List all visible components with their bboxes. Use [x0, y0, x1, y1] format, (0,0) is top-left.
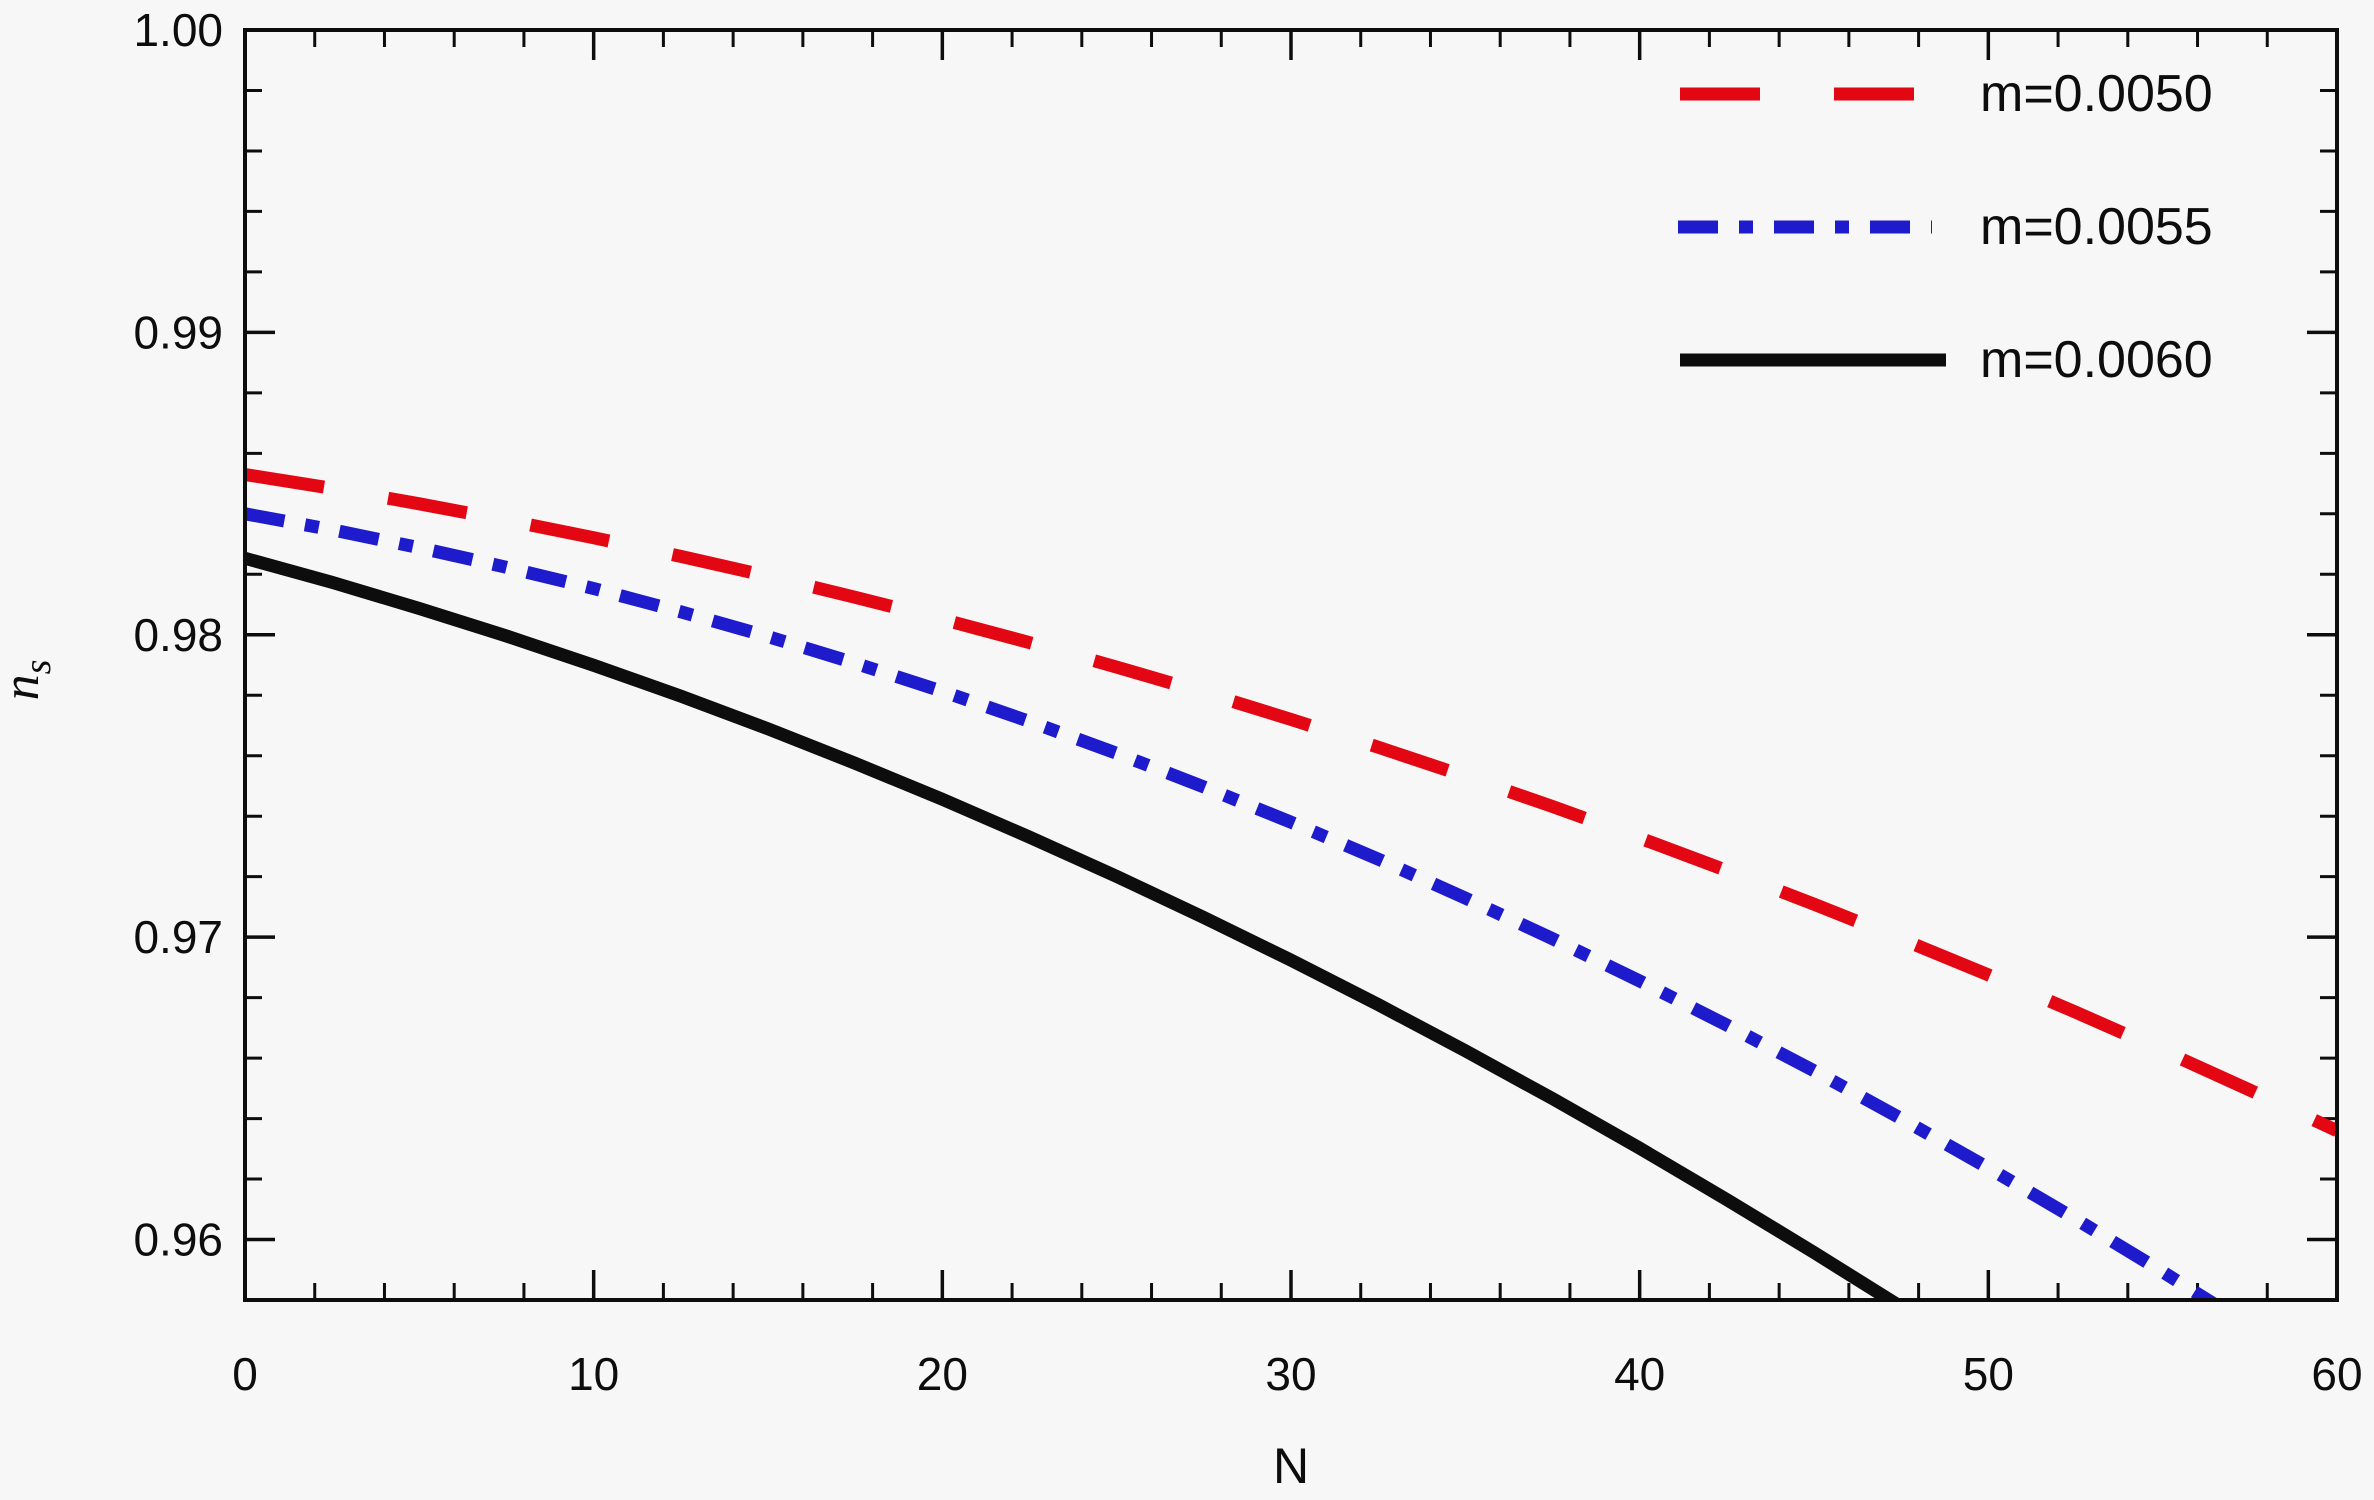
y-tick-label: 1.00 [133, 4, 223, 56]
curve-m-0060 [245, 552, 1903, 1300]
y-tick-label: 0.96 [133, 1214, 223, 1266]
x-tick-label: 40 [1614, 1348, 1665, 1400]
curves-group [245, 468, 2337, 1300]
x-tick-labels: 0 10 20 30 40 50 60 [232, 1348, 2362, 1400]
axis-ticks [243, 28, 2339, 1300]
y-tick-labels: 1.00 0.99 0.98 0.97 0.96 [133, 4, 223, 1266]
x-tick-label: 0 [232, 1348, 258, 1400]
legend-label-m-0055: m=0.0055 [1980, 198, 2213, 256]
legend: m=0.0050 m=0.0055 m=0.0060 [1678, 65, 2213, 389]
x-tick-label: 30 [1265, 1348, 1316, 1400]
x-tick-label: 50 [1963, 1348, 2014, 1400]
curve-m-0050 [245, 468, 2337, 1137]
y-tick-label: 0.99 [133, 306, 223, 358]
y-tick-label: 0.97 [133, 911, 223, 963]
plot-frame [243, 28, 2339, 1302]
x-tick-label: 10 [568, 1348, 619, 1400]
y-tick-label: 0.98 [133, 609, 223, 661]
legend-label-m-0050: m=0.0050 [1980, 65, 2213, 123]
x-tick-label: 20 [917, 1348, 968, 1400]
x-axis-label: N [1273, 1438, 1309, 1494]
legend-label-m-0060: m=0.0060 [1980, 331, 2213, 389]
y-axis-label: ns [0, 660, 59, 701]
x-tick-label: 60 [2311, 1348, 2362, 1400]
